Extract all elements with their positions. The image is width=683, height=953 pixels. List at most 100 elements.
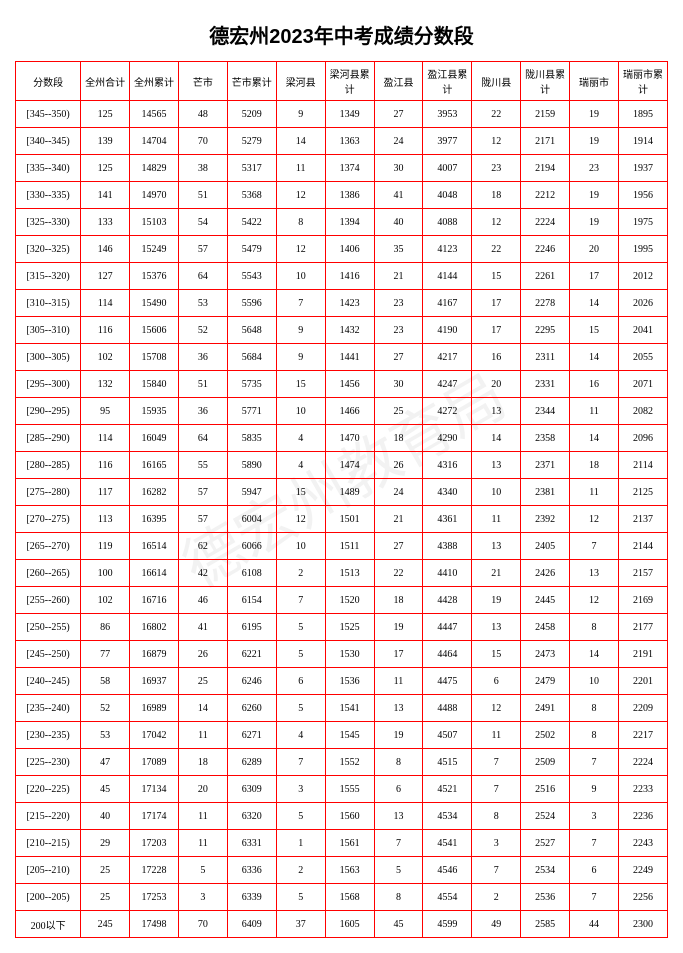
cell: 6066 xyxy=(227,533,276,560)
table-row: [305--310)116156065256489143223419017229… xyxy=(16,317,668,344)
cell: 2177 xyxy=(618,614,667,641)
cell: 4 xyxy=(276,425,325,452)
table-row: [200--205)251725336339515688455422536722… xyxy=(16,884,668,911)
cell: 4048 xyxy=(423,182,472,209)
cell: 2157 xyxy=(618,560,667,587)
cell: 6 xyxy=(374,776,423,803)
cell: 12 xyxy=(276,506,325,533)
cell: 18 xyxy=(570,452,619,479)
cell: 5648 xyxy=(227,317,276,344)
cell: 4599 xyxy=(423,911,472,938)
table-row: [310--315)114154905355967142323416717227… xyxy=(16,290,668,317)
cell: 4428 xyxy=(423,587,472,614)
table-row: [300--305)102157083656849144127421716231… xyxy=(16,344,668,371)
cell: 4507 xyxy=(423,722,472,749)
cell: 8 xyxy=(276,209,325,236)
table-row: [335--340)125148293853171113743040072321… xyxy=(16,155,668,182)
cell: 4515 xyxy=(423,749,472,776)
cell: 18 xyxy=(374,425,423,452)
table-row: [280--285)116161655558904147426431613237… xyxy=(16,452,668,479)
cell: 15376 xyxy=(130,263,179,290)
cell: 4534 xyxy=(423,803,472,830)
cell: 11 xyxy=(472,506,521,533)
cell: 4144 xyxy=(423,263,472,290)
cell: 6246 xyxy=(227,668,276,695)
cell: 4247 xyxy=(423,371,472,398)
table-row: [225--230)471708918628971552845157250972… xyxy=(16,749,668,776)
cell: 7 xyxy=(570,533,619,560)
cell: [225--230) xyxy=(16,749,81,776)
cell: 15708 xyxy=(130,344,179,371)
cell: 27 xyxy=(374,101,423,128)
cell: 4554 xyxy=(423,884,472,911)
cell: 127 xyxy=(81,263,130,290)
table-row: [230--235)531704211627141545194507112502… xyxy=(16,722,668,749)
cell: 49 xyxy=(472,911,521,938)
cell: 17174 xyxy=(130,803,179,830)
cell: 46 xyxy=(178,587,227,614)
cell: 21 xyxy=(374,263,423,290)
col-header: 芒市累计 xyxy=(227,62,276,101)
cell: 19 xyxy=(570,128,619,155)
cell: 2536 xyxy=(521,884,570,911)
cell: 5 xyxy=(178,857,227,884)
cell: 2194 xyxy=(521,155,570,182)
cell: 10 xyxy=(276,398,325,425)
cell: 17228 xyxy=(130,857,179,884)
cell: 41 xyxy=(178,614,227,641)
cell: 4546 xyxy=(423,857,472,884)
cell: 16165 xyxy=(130,452,179,479)
cell: 6289 xyxy=(227,749,276,776)
cell: 13 xyxy=(472,614,521,641)
table-row: [270--275)113163955760041215012143611123… xyxy=(16,506,668,533)
cell: 2344 xyxy=(521,398,570,425)
cell: 25 xyxy=(178,668,227,695)
cell: 139 xyxy=(81,128,130,155)
cell: 2445 xyxy=(521,587,570,614)
cell: [205--210) xyxy=(16,857,81,884)
cell: 1605 xyxy=(325,911,374,938)
col-header: 全州合计 xyxy=(81,62,130,101)
cell: 47 xyxy=(81,749,130,776)
table-row: [260--265)100166144261082151322441021242… xyxy=(16,560,668,587)
cell: [245--250) xyxy=(16,641,81,668)
cell: 133 xyxy=(81,209,130,236)
cell: 17253 xyxy=(130,884,179,911)
cell: 146 xyxy=(81,236,130,263)
cell: 14829 xyxy=(130,155,179,182)
col-header: 梁河县累计 xyxy=(325,62,374,101)
cell: 15 xyxy=(570,317,619,344)
cell: 4521 xyxy=(423,776,472,803)
cell: 4361 xyxy=(423,506,472,533)
cell: 2209 xyxy=(618,695,667,722)
cell: 5279 xyxy=(227,128,276,155)
cell: 14704 xyxy=(130,128,179,155)
cell: 2114 xyxy=(618,452,667,479)
cell: 2524 xyxy=(521,803,570,830)
cell: 3 xyxy=(472,830,521,857)
cell: [310--315) xyxy=(16,290,81,317)
cell: 1536 xyxy=(325,668,374,695)
cell: 95 xyxy=(81,398,130,425)
score-table: 分数段全州合计全州累计芒市芒市累计梁河县梁河县累计盈江县盈江县累计陇川县陇川县累… xyxy=(15,61,668,938)
cell: 57 xyxy=(178,506,227,533)
cell: 4272 xyxy=(423,398,472,425)
cell: 116 xyxy=(81,452,130,479)
cell: 14 xyxy=(472,425,521,452)
cell: 2236 xyxy=(618,803,667,830)
cell: 1349 xyxy=(325,101,374,128)
cell: 2426 xyxy=(521,560,570,587)
cell: 17203 xyxy=(130,830,179,857)
cell: 45 xyxy=(374,911,423,938)
cell: 2502 xyxy=(521,722,570,749)
table-row: [255--260)102167164661547152018442819244… xyxy=(16,587,668,614)
cell: 12 xyxy=(472,695,521,722)
cell: 200以下 xyxy=(16,911,81,938)
cell: 17089 xyxy=(130,749,179,776)
cell: 5543 xyxy=(227,263,276,290)
cell: 2071 xyxy=(618,371,667,398)
cell: 5890 xyxy=(227,452,276,479)
cell: 62 xyxy=(178,533,227,560)
cell: [320--325) xyxy=(16,236,81,263)
cell: 19 xyxy=(570,182,619,209)
